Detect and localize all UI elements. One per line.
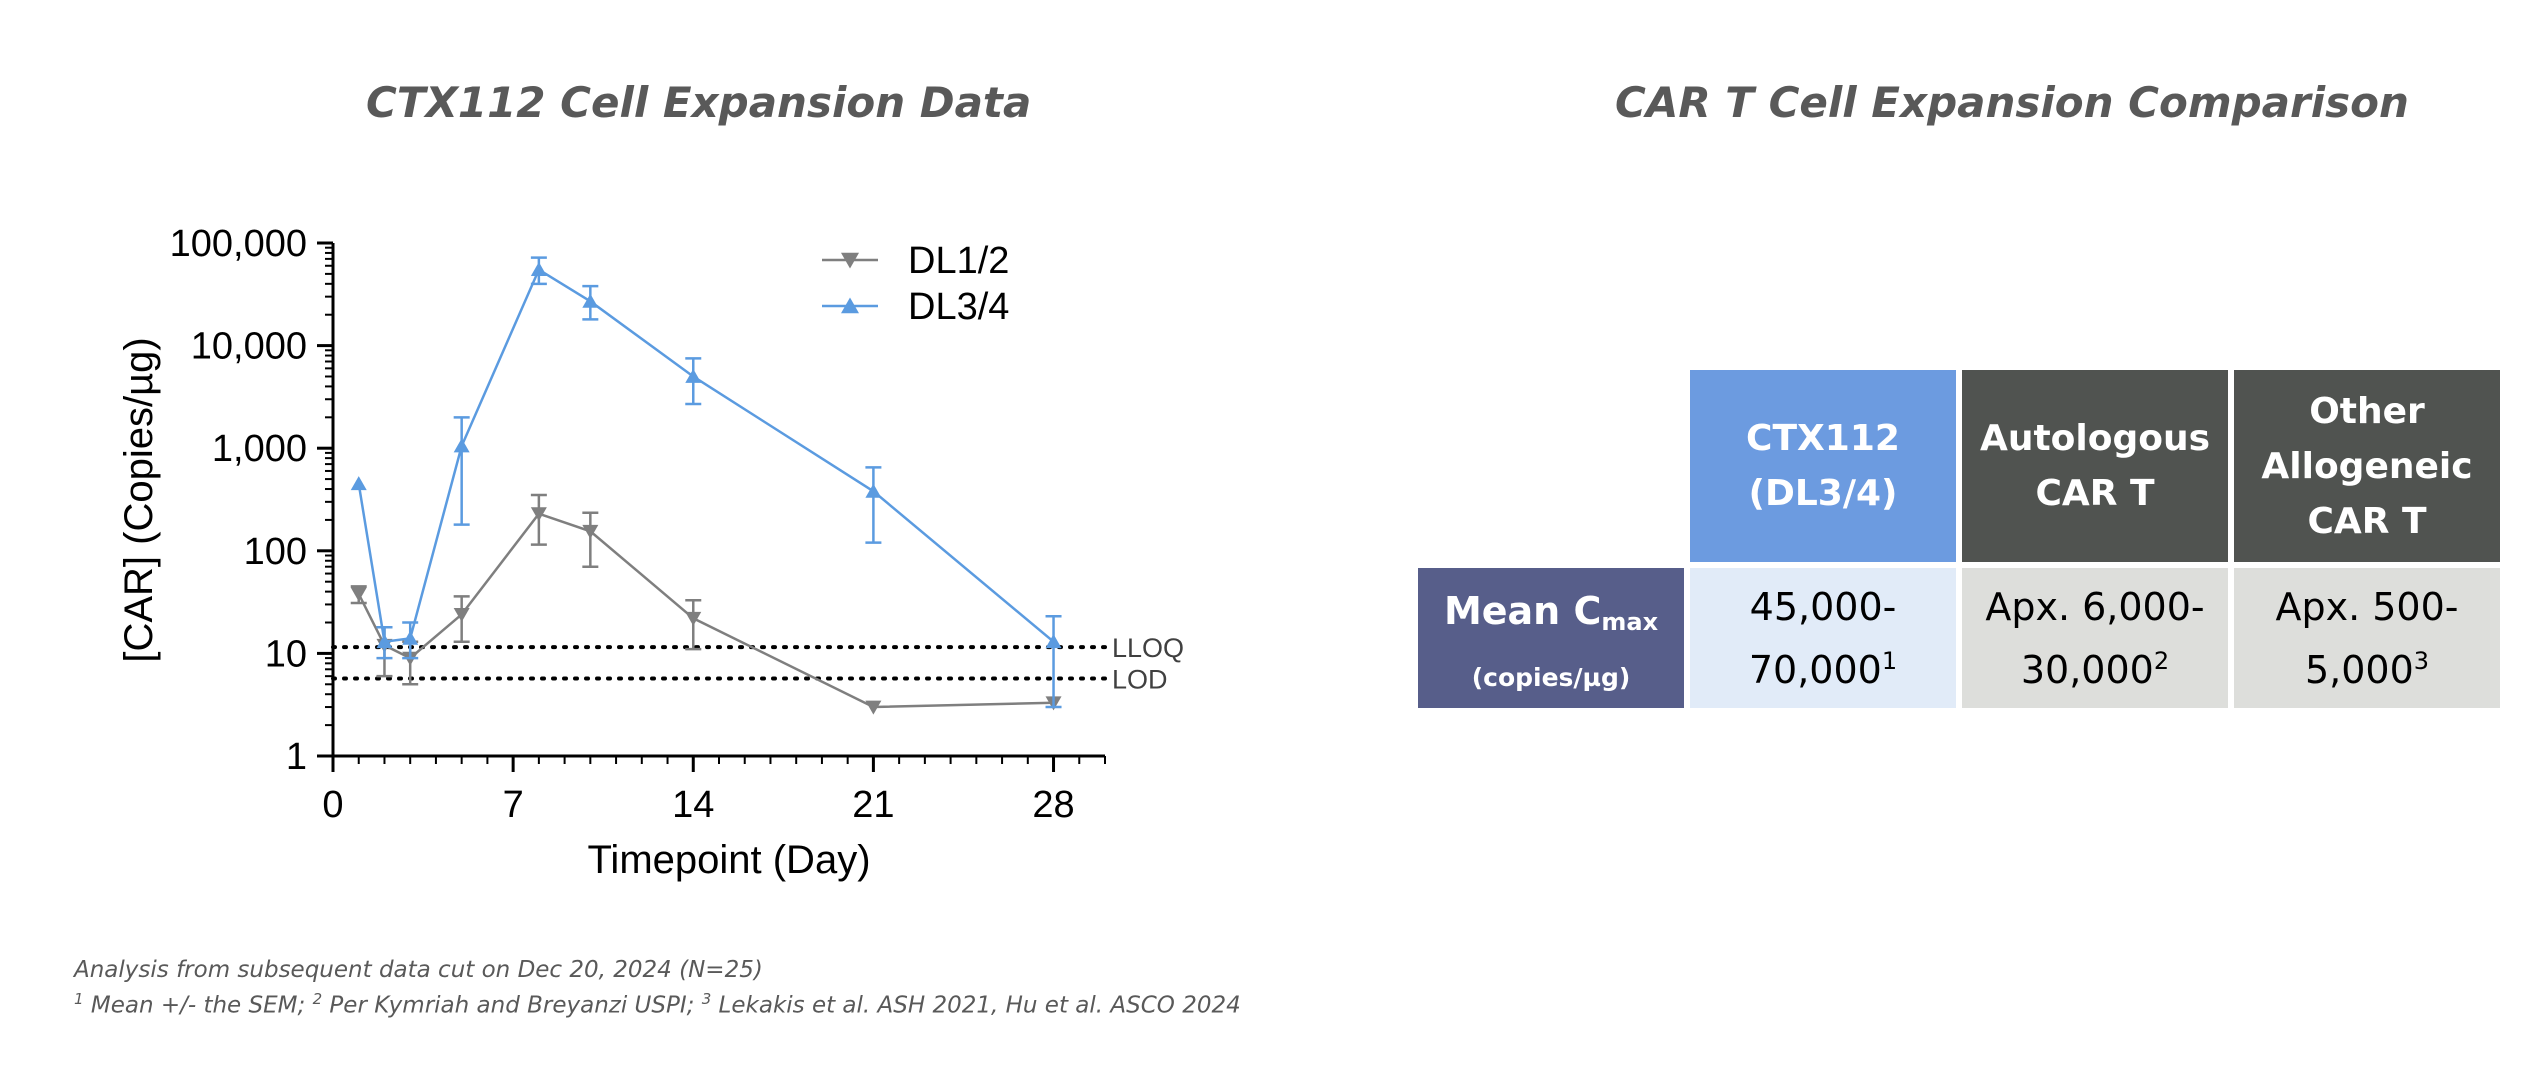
header-line: Other — [2309, 390, 2425, 432]
data-point-dl1-2 — [582, 524, 599, 539]
data-point-dl3-4 — [1045, 634, 1062, 649]
header-line: Autologous — [1979, 418, 2211, 459]
data-point-dl1-2 — [350, 587, 367, 602]
footnote-ref: 1 — [1881, 646, 1898, 675]
data-point-dl3-4 — [453, 438, 470, 453]
data-point-dl3-4 — [582, 293, 599, 308]
x-tick-label: 7 — [503, 784, 524, 826]
chart-title: CTX112 Cell Expansion Data — [366, 78, 1032, 127]
header-ctx112: CTX112 (DL3/4) — [1690, 370, 1956, 562]
data-point-dl3-4 — [350, 476, 367, 491]
cell-line: 70,0001 — [1748, 646, 1898, 692]
row-label-main: Mean Cmax — [1443, 588, 1659, 636]
footnote-marker: 3 — [701, 990, 712, 1008]
footnote-marker: 1 — [74, 990, 84, 1008]
y-tick-label: 10 — [265, 633, 307, 675]
cell-line: 5,0003 — [2304, 646, 2430, 692]
legend-marker-dl1-2 — [841, 252, 859, 269]
data-point-dl1-2 — [865, 700, 882, 715]
y-axis-title: [CAR] (Copies/µg) — [117, 337, 161, 662]
header-line: CAR T — [2035, 473, 2155, 514]
data-point-dl3-4 — [376, 634, 393, 649]
cell-line: 30,0002 — [2020, 646, 2170, 692]
legend-label-dl3-4: DL3/4 — [908, 286, 1009, 328]
comparison-title: CAR T Cell Expansion Comparison — [1615, 78, 2409, 127]
cell-ctx112-cmax: 45,000- 70,0001 — [1690, 568, 1956, 708]
expansion-line-chart: 1 10 100 1,000 10,000 100,000 0 7 14 21 28 Timepoin… — [117, 223, 1184, 882]
header-line: CAR T — [2307, 500, 2427, 542]
row-label-mean-cmax: Mean Cmax (copies/µg) — [1418, 568, 1684, 708]
y-tick-label: 100 — [244, 531, 307, 573]
header-line: Allogeneic — [2261, 445, 2473, 487]
cell-line: 45,000- — [1749, 584, 1897, 629]
header-allogeneic: Other Allogeneic CAR T — [2234, 370, 2500, 562]
y-tick-label: 100,000 — [170, 223, 307, 265]
header-line: (DL3/4) — [1748, 473, 1898, 514]
x-tick-label: 21 — [852, 784, 894, 826]
data-point-dl3-4 — [530, 262, 547, 277]
footnote-text: Lekakis et al. ASH 2021, Hu et al. ASCO … — [711, 992, 1241, 1019]
header-autologous: Autologous CAR T — [1962, 370, 2228, 562]
y-tick-label: 10,000 — [191, 326, 307, 368]
cell-allogeneic-cmax: Apx. 500- 5,0003 — [2234, 568, 2500, 708]
reference-label-lod: LOD — [1112, 664, 1168, 694]
legend-label-dl1-2: DL1/2 — [908, 240, 1009, 282]
data-point-dl3-4 — [402, 630, 419, 645]
comparison-table: CTX112 (DL3/4) Autologous CAR T Other Al… — [1412, 364, 2506, 714]
data-point-dl1-2 — [530, 507, 547, 522]
data-point-dl3-4 — [865, 483, 882, 498]
x-axis-title: Timepoint (Day) — [587, 838, 870, 882]
cell-line: Apx. 6,000- — [1985, 584, 2205, 629]
row-label-unit: (copies/µg) — [1471, 662, 1631, 692]
reference-label-lloq: LLOQ — [1112, 633, 1184, 663]
footnote-references: 1 Mean +/- the SEM; 2 Per Kymriah and Br… — [74, 990, 1241, 1019]
data-point-dl1-2 — [685, 611, 702, 626]
x-tick-label: 28 — [1032, 784, 1074, 826]
cell-line: Apx. 500- — [2275, 584, 2459, 629]
y-tick-label: 1,000 — [212, 428, 307, 470]
header-line: CTX112 — [1746, 418, 1900, 459]
footnote-text: Mean +/- the SEM; — [83, 992, 313, 1019]
footnote-ref: 2 — [2153, 646, 2170, 675]
x-tick-label: 0 — [322, 784, 343, 826]
footnote-text: Per Kymriah and Breyanzi USPI; — [322, 992, 702, 1019]
row-label-subscript: max — [1601, 607, 1659, 636]
footnote-analysis: Analysis from subsequent data cut on Dec… — [74, 957, 763, 983]
y-tick-label: 1 — [286, 736, 307, 778]
data-point-dl3-4 — [685, 368, 702, 383]
data-point-dl1-2 — [453, 607, 470, 622]
legend-marker-dl3-4 — [841, 297, 859, 314]
cell-autologous-cmax: Apx. 6,000- 30,0002 — [1962, 568, 2228, 708]
table-corner-cell — [1418, 370, 1684, 562]
footnote-marker: 2 — [312, 990, 323, 1008]
footnote-ref: 3 — [2413, 646, 2430, 675]
x-tick-label: 14 — [672, 784, 714, 826]
